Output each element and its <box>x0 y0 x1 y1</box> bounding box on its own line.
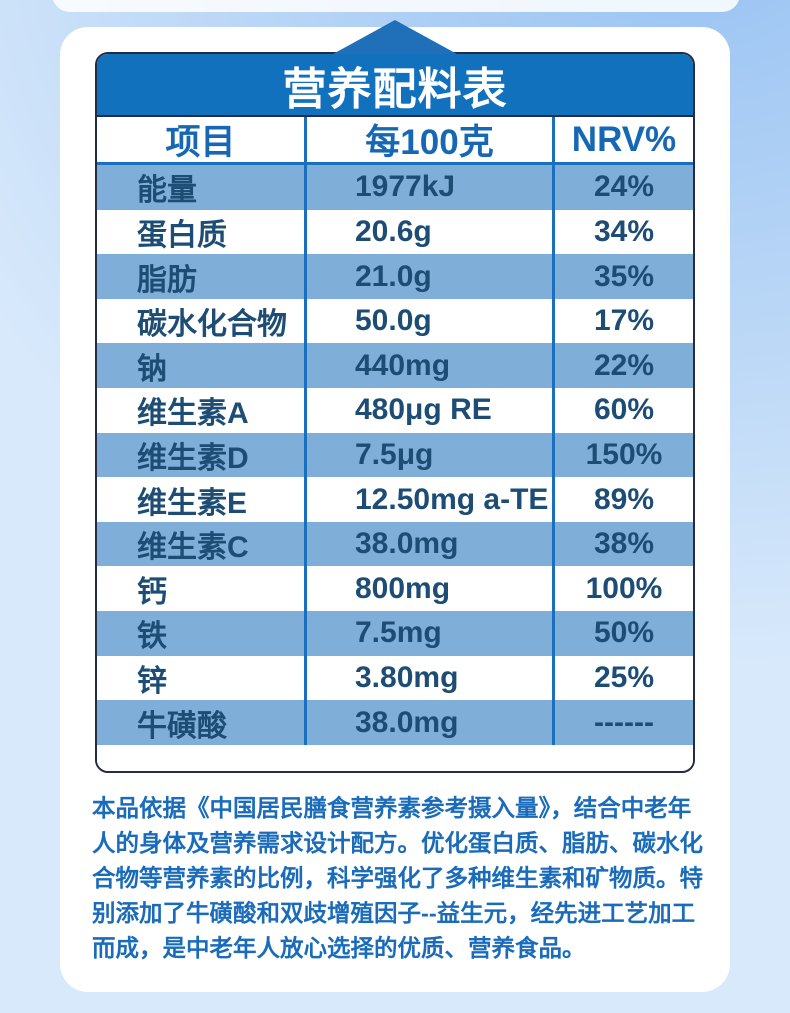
table-row: 钙 800mg 100% <box>97 566 693 612</box>
cell-nrv: 150% <box>552 432 693 478</box>
cell-nrv: 25% <box>552 655 693 701</box>
table-bottom-space <box>97 745 693 771</box>
cell-per100g: 12.50mg a-TE <box>304 477 552 522</box>
cell-nrv: 89% <box>552 477 693 522</box>
cell-per100g: 480μg RE <box>304 388 552 433</box>
nutrition-table: 营养配料表 项目 每100克 NRV% 能量 1977kJ 24% 蛋白质 20.6g 3… <box>95 52 695 773</box>
cell-item: 锌 <box>137 665 167 698</box>
table-row: 锌 3.80mg 25% <box>97 655 693 701</box>
table-row: 维生素E 12.50mg a-TE 89% <box>97 477 693 522</box>
cell-nrv: 50% <box>552 611 693 656</box>
cell-nrv: ------ <box>552 700 693 745</box>
cell-nrv: 24% <box>552 165 693 210</box>
table-row: 牛磺酸 38.0mg ------ <box>97 700 693 745</box>
cell-nrv: 100% <box>552 566 693 612</box>
cell-per100g: 7.5μg <box>304 432 552 478</box>
cell-per100g: 3.80mg <box>304 655 552 701</box>
description-line: 合物等营养素的比例，科学强化了多种维生素和矿物质。特 <box>92 865 703 891</box>
cell-item: 能量 <box>137 174 197 208</box>
nutrition-card: 营养配料表 项目 每100克 NRV% 能量 1977kJ 24% 蛋白质 20.6g 3… <box>60 27 730 992</box>
cell-item: 维生素E <box>137 486 248 520</box>
description-line: 本品依据《中国居民膳食营养素参考摄入量》，结合中老年 <box>92 795 692 821</box>
table-row: 铁 7.5mg 50% <box>97 611 693 656</box>
table-row: 碳水化合物 50.0g 17% <box>97 298 693 344</box>
cell-per100g: 50.0g <box>304 298 552 344</box>
cell-nrv: 38% <box>552 521 693 567</box>
cell-per100g: 38.0mg <box>304 521 552 567</box>
column-header-nrv: NRV% <box>552 117 693 162</box>
cell-nrv: 35% <box>552 254 693 299</box>
cell-nrv: 17% <box>552 298 693 344</box>
table-row: 蛋白质 20.6g 34% <box>97 209 693 255</box>
description-line: 而成，是中老年人放心选择的优质、营养食品。 <box>92 935 586 961</box>
column-header-per100g: 每100克 <box>304 117 552 162</box>
cell-per100g: 800mg <box>304 566 552 612</box>
cell-item: 钠 <box>137 352 167 386</box>
cell-per100g: 7.5mg <box>304 611 552 656</box>
cell-item: 脂肪 <box>137 263 197 297</box>
cell-item: 蛋白质 <box>137 218 227 252</box>
table-row: 能量 1977kJ 24% <box>97 165 693 210</box>
cell-per100g: 20.6g <box>304 209 552 255</box>
table-row: 钠 440mg 22% <box>97 343 693 389</box>
cell-item: 维生素A <box>137 397 249 431</box>
table-header-row: 项目 每100克 NRV% <box>97 117 693 165</box>
description-line: 别添加了牛磺酸和双歧增殖因子--益生元，经先进工艺加工 <box>92 900 696 926</box>
column-header-item: 项目 <box>165 123 236 162</box>
cell-item: 维生素C <box>137 531 249 565</box>
table-row: 维生素C 38.0mg 38% <box>97 521 693 567</box>
cell-item: 钙 <box>137 575 167 609</box>
cell-nrv: 60% <box>552 388 693 433</box>
table-body: 能量 1977kJ 24% 蛋白质 20.6g 34% 脂肪 21.0g 35% 碳水化合物 50.… <box>97 165 693 745</box>
table-title: 营养配料表 <box>97 54 693 117</box>
table-row: 维生素D 7.5μg 150% <box>97 432 693 478</box>
description-line: 人的身体及营养需求设计配方。优化蛋白质、脂肪、碳水化 <box>92 830 703 856</box>
table-row: 脂肪 21.0g 35% <box>97 254 693 299</box>
arrow-up-icon <box>333 20 457 54</box>
cell-per100g: 440mg <box>304 343 552 389</box>
cell-per100g: 21.0g <box>304 254 552 299</box>
cell-per100g: 1977kJ <box>304 165 552 210</box>
cell-item: 铁 <box>137 620 167 654</box>
cell-nrv: 34% <box>552 209 693 255</box>
table-row: 维生素A 480μg RE 60% <box>97 388 693 433</box>
cell-item: 牛磺酸 <box>137 709 227 743</box>
cell-item: 维生素D <box>137 441 249 475</box>
description-paragraph: 本品依据《中国居民膳食营养素参考摄入量》，结合中老年 人的身体及营养需求设计配方… <box>92 791 707 966</box>
cell-per100g: 38.0mg <box>304 700 552 745</box>
previous-section-remnant <box>52 0 740 12</box>
cell-nrv: 22% <box>552 343 693 389</box>
cell-item: 碳水化合物 <box>137 308 287 342</box>
